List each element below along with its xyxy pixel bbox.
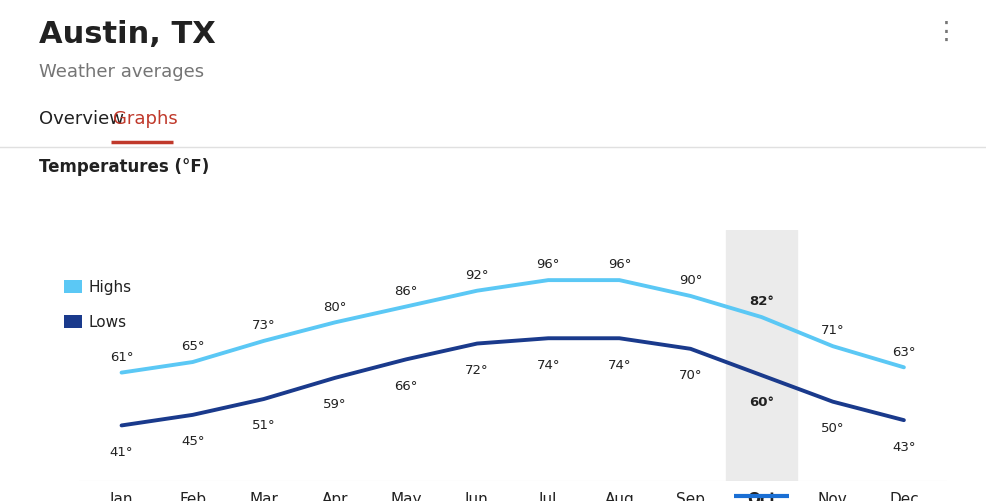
- Text: Weather averages: Weather averages: [39, 63, 204, 81]
- Text: 50°: 50°: [821, 421, 845, 434]
- Text: 43°: 43°: [892, 440, 916, 453]
- Text: 96°: 96°: [536, 258, 560, 271]
- Text: 45°: 45°: [180, 434, 204, 447]
- Text: 65°: 65°: [180, 340, 204, 353]
- Text: 51°: 51°: [252, 419, 276, 431]
- Text: 80°: 80°: [323, 300, 347, 313]
- Text: Temperatures (°F): Temperatures (°F): [39, 158, 210, 176]
- Text: 73°: 73°: [252, 319, 276, 332]
- Text: Lows: Lows: [89, 315, 127, 330]
- Text: 71°: 71°: [821, 324, 845, 337]
- Text: 59°: 59°: [323, 397, 347, 410]
- Text: 66°: 66°: [394, 379, 418, 392]
- Text: 70°: 70°: [678, 369, 702, 381]
- Text: 92°: 92°: [465, 269, 489, 282]
- Text: Austin, TX: Austin, TX: [39, 20, 216, 49]
- Text: 82°: 82°: [749, 295, 774, 308]
- Text: 90°: 90°: [678, 274, 702, 287]
- Text: 60°: 60°: [749, 395, 774, 408]
- Text: 74°: 74°: [536, 358, 560, 371]
- Text: Overview: Overview: [39, 110, 124, 128]
- Text: Graphs: Graphs: [113, 110, 178, 128]
- Text: 96°: 96°: [607, 258, 631, 271]
- Text: 74°: 74°: [607, 358, 631, 371]
- Text: Highs: Highs: [89, 280, 132, 295]
- Text: ⋮: ⋮: [934, 20, 958, 44]
- Text: 63°: 63°: [892, 345, 916, 358]
- Text: 61°: 61°: [109, 350, 133, 363]
- Text: 41°: 41°: [109, 445, 133, 458]
- Text: 72°: 72°: [465, 363, 489, 376]
- Bar: [726, 230, 798, 481]
- Text: 86°: 86°: [394, 284, 418, 297]
